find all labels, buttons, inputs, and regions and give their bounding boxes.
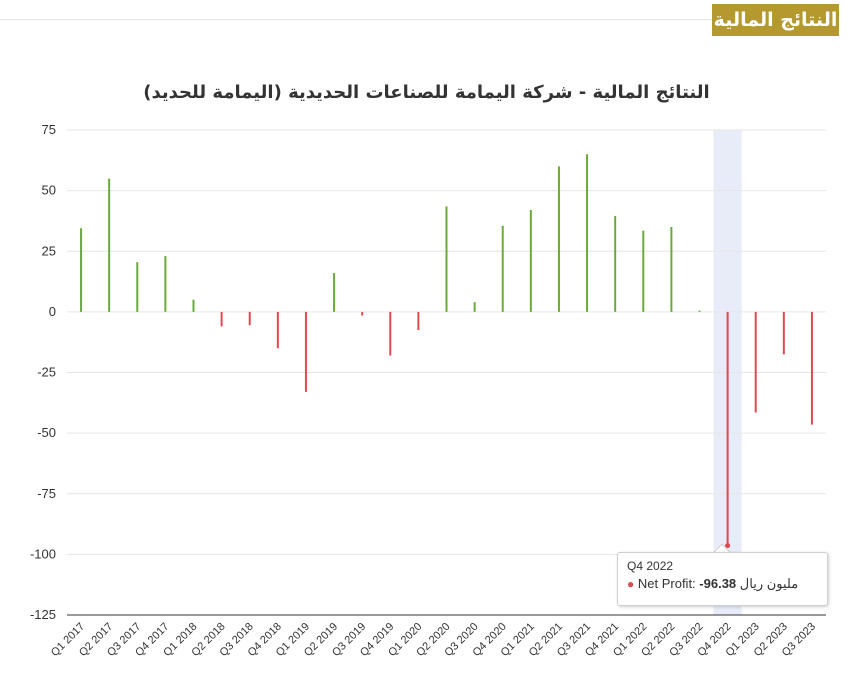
bar [501, 225, 504, 312]
bar [136, 262, 139, 312]
bar [698, 310, 701, 312]
bar [304, 311, 307, 392]
bar [614, 216, 617, 312]
bar [220, 311, 223, 327]
bar [557, 166, 560, 312]
y-tick-label: -100 [30, 546, 56, 561]
bar [754, 311, 757, 413]
bar [108, 178, 111, 312]
hover-point [725, 543, 731, 549]
bar [164, 256, 167, 312]
y-tick-label: -75 [37, 486, 56, 501]
bar [276, 311, 279, 349]
tooltip-unit: مليون ريال [739, 576, 799, 591]
y-tick-label: 0 [49, 304, 56, 319]
bar [810, 311, 813, 425]
chart-title: النتائج المالية - شركة اليمامة للصناعات … [143, 82, 710, 103]
bar [445, 206, 448, 312]
bar [529, 210, 532, 312]
bar [782, 311, 785, 355]
section-header-label: النتائج المالية [713, 9, 838, 31]
y-tick-label: -50 [37, 425, 56, 440]
bar [333, 273, 336, 312]
y-tick-label: -25 [37, 365, 56, 380]
bar [586, 154, 589, 312]
bar [642, 230, 645, 312]
tooltip-value: -96.38 [699, 576, 737, 591]
bar [248, 311, 251, 326]
bar [473, 302, 476, 312]
chart-tooltip: Q4 2022 ● Net Profit: -96.38 مليون ريال [617, 552, 828, 606]
bar [389, 311, 392, 356]
y-tick-label: 75 [42, 122, 56, 137]
bar [417, 311, 420, 331]
y-tick-label: 50 [42, 183, 56, 198]
section-header-divider [0, 19, 712, 20]
tooltip-line: ● Net Profit: -96.38 مليون ريال [627, 574, 818, 594]
tooltip-series-label: Net Profit: [637, 576, 696, 591]
bar [192, 299, 195, 312]
bar [726, 311, 729, 546]
series-dot-icon: ● [627, 577, 635, 591]
bar [80, 228, 83, 312]
bar [670, 227, 673, 312]
y-tick-label: -125 [30, 607, 56, 622]
section-header-badge: النتائج المالية [712, 4, 839, 36]
tooltip-header: Q4 2022 [627, 559, 674, 573]
bar [361, 311, 364, 316]
y-tick-label: 25 [42, 243, 56, 258]
